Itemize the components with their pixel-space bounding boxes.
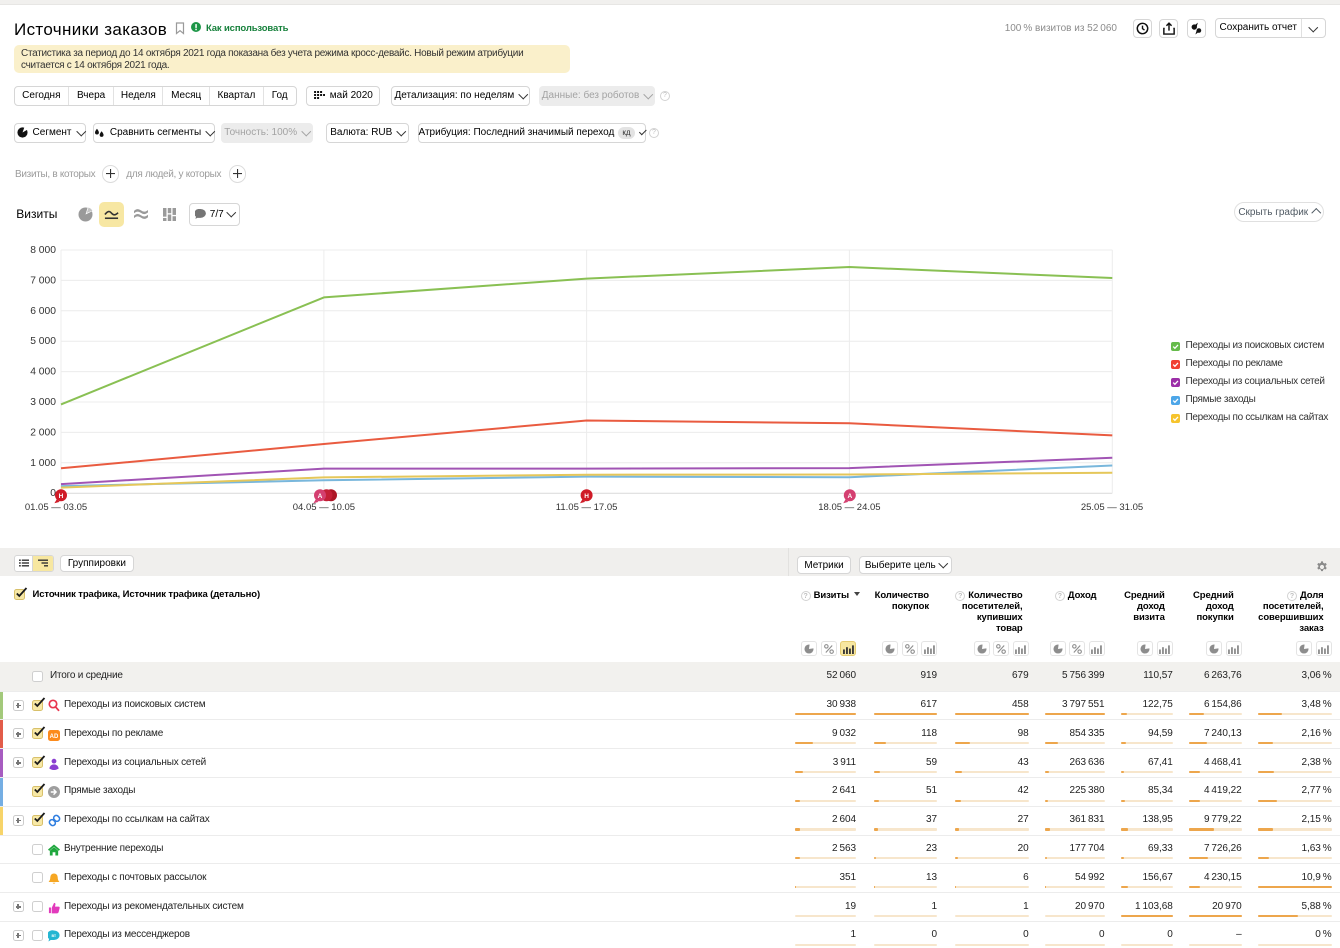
svg-text:А: А — [847, 493, 852, 500]
svg-text:25.05 — 31.05: 25.05 — 31.05 — [1081, 502, 1143, 513]
svg-text:Н: Н — [59, 493, 64, 500]
svg-text:04.05 — 10.05: 04.05 — 10.05 — [293, 502, 355, 513]
svg-text:01.05 — 03.05: 01.05 — 03.05 — [25, 502, 87, 513]
svg-text:Н: Н — [584, 493, 589, 500]
svg-text:5 000: 5 000 — [30, 336, 56, 347]
svg-text:1 000: 1 000 — [30, 458, 56, 469]
svg-text:вт: вт — [52, 934, 57, 939]
svg-text:0: 0 — [50, 488, 56, 499]
svg-text:7 000: 7 000 — [30, 275, 56, 286]
svg-text:6 000: 6 000 — [30, 306, 56, 317]
svg-text:2 000: 2 000 — [30, 427, 56, 438]
svg-text:А: А — [318, 493, 323, 500]
svg-text:4 000: 4 000 — [30, 367, 56, 378]
svg-text:11.05 — 17.05: 11.05 — 17.05 — [556, 502, 618, 513]
svg-text:AD: AD — [50, 734, 59, 740]
svg-text:3 000: 3 000 — [30, 397, 56, 408]
svg-text:18.05 — 24.05: 18.05 — 24.05 — [818, 502, 880, 513]
svg-text:8 000: 8 000 — [30, 245, 56, 256]
